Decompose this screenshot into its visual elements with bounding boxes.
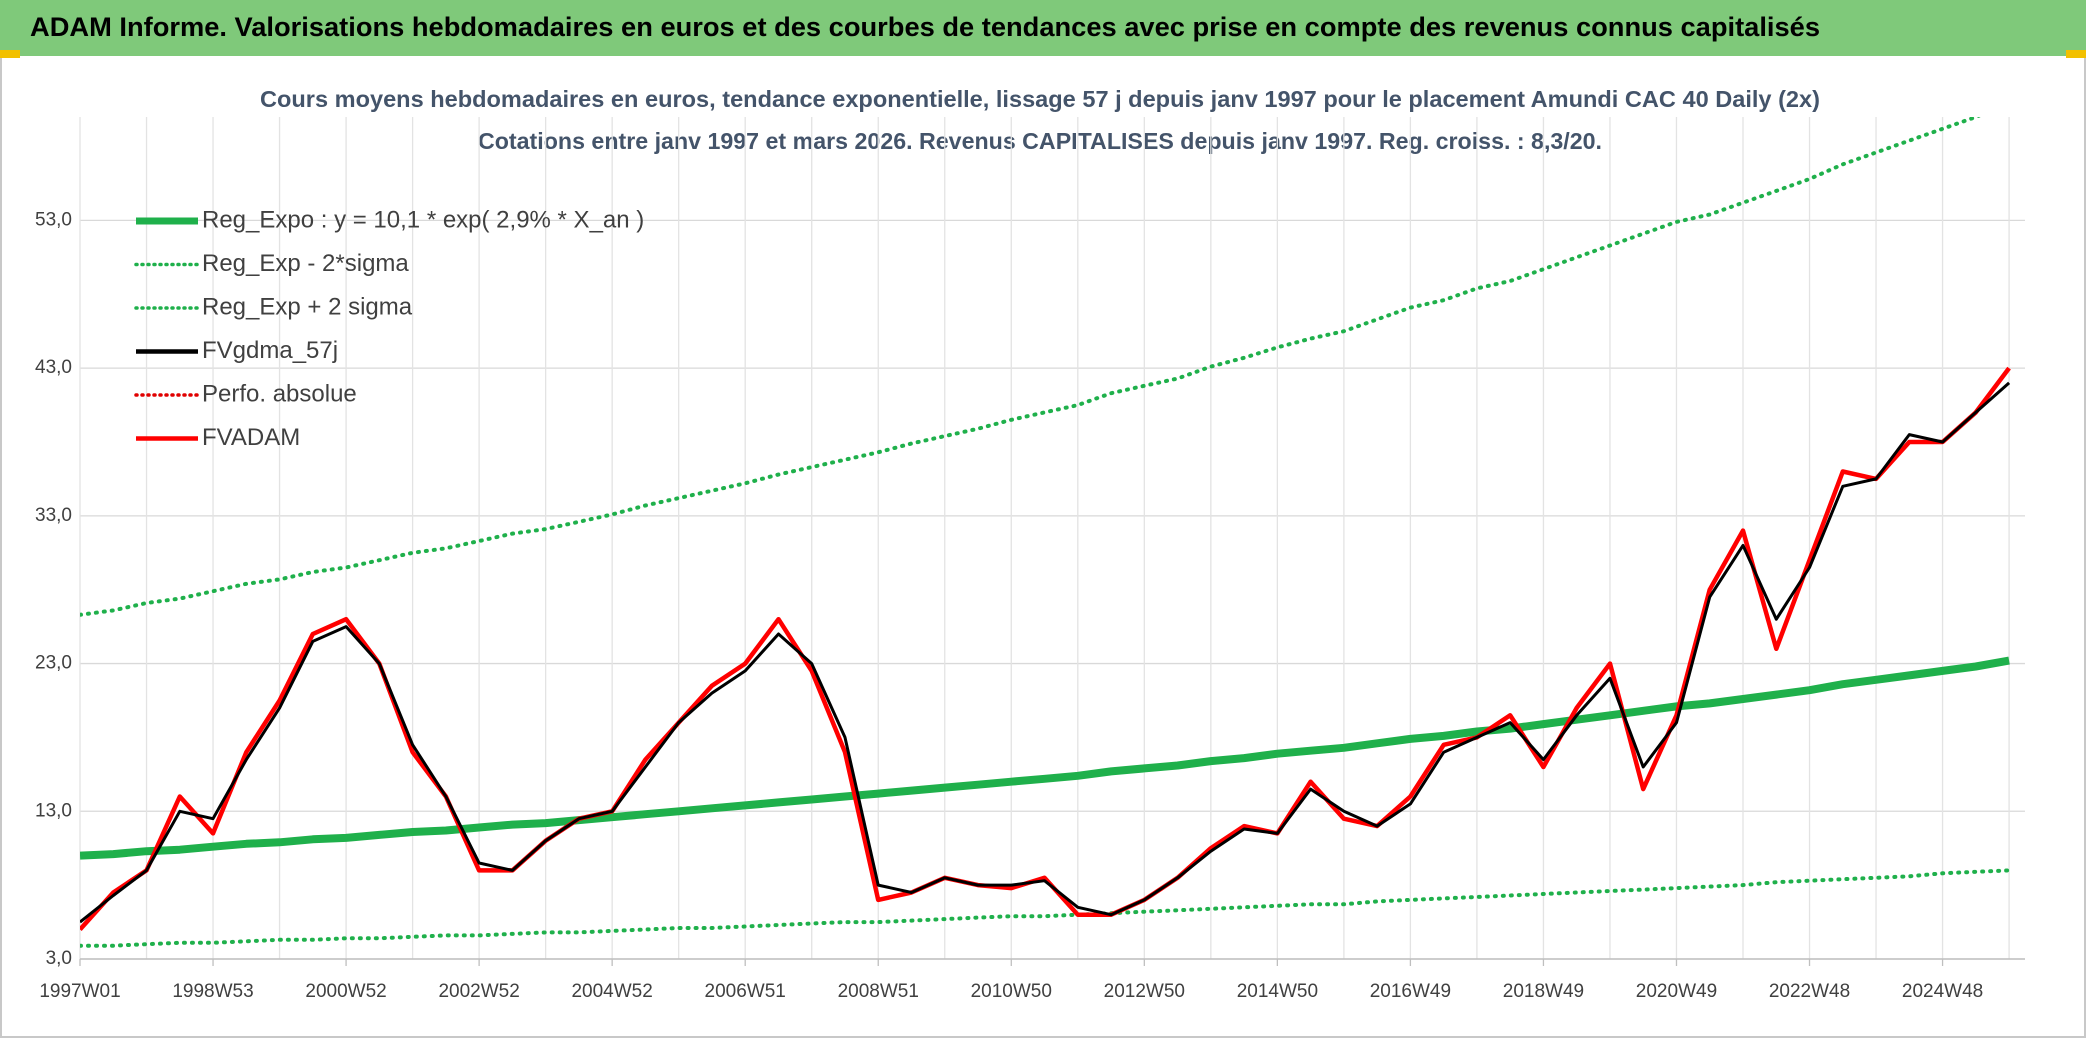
legend-label: FVADAM [202, 424, 300, 451]
x-tick-label: 2006W51 [705, 981, 786, 1002]
x-tick-label: 2022W48 [1769, 981, 1850, 1002]
legend-label: FVgdma_57j [202, 337, 338, 364]
y-tick-label: 43,0 [35, 357, 72, 378]
chart-subtitle: Cours moyens hebdomadaires en euros, ten… [260, 86, 1820, 112]
chart-subtitle: Cotations entre janv 1997 et mars 2026. … [478, 128, 1602, 154]
title-bar [0, 0, 2086, 56]
legend-label: Perfo. absolue [202, 380, 357, 407]
corner [0, 50, 20, 58]
x-tick-label: 2010W50 [971, 981, 1052, 1002]
x-tick-label: 2012W50 [1104, 981, 1185, 1002]
chart-title: ADAM Informe. Valorisations hebdomadaire… [30, 12, 1820, 42]
x-tick-label: 2008W51 [838, 981, 919, 1002]
y-tick-label: 13,0 [35, 800, 72, 821]
x-tick-label: 2024W48 [1902, 981, 1983, 1002]
x-tick-label: 2016W49 [1370, 981, 1451, 1002]
x-tick-label: 2004W52 [571, 981, 652, 1002]
x-tick-label: 2014W50 [1237, 981, 1318, 1002]
x-tick-label: 2018W49 [1503, 981, 1584, 1002]
series-line [80, 366, 2011, 932]
x-tick-label: 2000W52 [305, 981, 386, 1002]
y-tick-label: 53,0 [35, 209, 72, 230]
x-tick-label: 2020W49 [1636, 981, 1717, 1002]
y-tick-label: 3,0 [46, 948, 72, 969]
legend-label: Reg_Expo : y = 10,1 * exp( 2,9% * X_an ) [202, 206, 644, 233]
plot-area [80, 117, 2012, 948]
y-tick-label: 23,0 [35, 653, 72, 674]
x-tick-label: 1997W01 [39, 981, 120, 1002]
axes: 3,0 13,0 23,0 33,0 43,0 53,0 1997W01 1998W53 200… [35, 209, 2025, 1002]
legend-label: Reg_Exp - 2*sigma [202, 250, 409, 277]
series-line [80, 381, 2011, 924]
legend-label: Reg_Exp + 2 sigma [202, 293, 413, 320]
series-line [80, 656, 2010, 860]
series-line [80, 868, 2012, 948]
x-tick-label: 1998W53 [172, 981, 253, 1002]
series-line [80, 117, 1981, 617]
corner [2066, 50, 2086, 58]
legend: Reg_Expo : y = 10,1 * exp( 2,9% * X_an )… [134, 206, 644, 451]
y-tick-label: 33,0 [35, 505, 72, 526]
x-tick-label: 2002W52 [438, 981, 519, 1002]
